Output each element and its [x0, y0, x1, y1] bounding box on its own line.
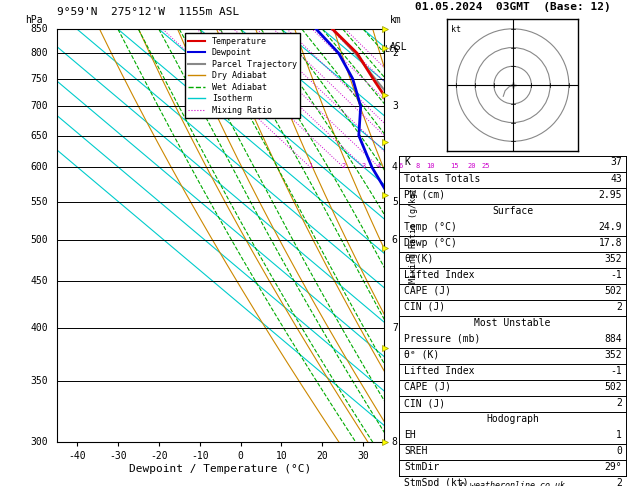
Text: CAPE (J): CAPE (J) [404, 286, 452, 296]
Text: Lifted Index: Lifted Index [404, 366, 475, 376]
Text: © weatheronline.co.uk: © weatheronline.co.uk [460, 481, 565, 486]
Text: 800: 800 [31, 48, 48, 58]
Text: 8: 8 [415, 163, 420, 169]
Text: CIN (J): CIN (J) [404, 302, 445, 312]
Text: θᵉ(K): θᵉ(K) [404, 254, 434, 264]
Text: Totals Totals: Totals Totals [404, 174, 481, 184]
Text: 4: 4 [392, 162, 398, 173]
Text: 502: 502 [604, 286, 622, 296]
Text: StmDir: StmDir [404, 462, 440, 472]
Text: 5: 5 [392, 197, 398, 207]
Text: 650: 650 [31, 131, 48, 140]
Text: 400: 400 [31, 323, 48, 333]
Text: 352: 352 [604, 350, 622, 360]
Text: 350: 350 [31, 376, 48, 386]
Text: Pressure (mb): Pressure (mb) [404, 334, 481, 344]
Text: 550: 550 [31, 197, 48, 207]
Text: 3: 3 [362, 163, 366, 169]
Text: -1: -1 [610, 366, 622, 376]
Text: 352: 352 [604, 254, 622, 264]
Text: 700: 700 [31, 101, 48, 111]
Text: 17.8: 17.8 [599, 238, 622, 248]
Text: 7: 7 [392, 323, 398, 333]
Text: 2: 2 [616, 478, 622, 486]
Text: 2.95: 2.95 [599, 190, 622, 200]
Text: 29°: 29° [604, 462, 622, 472]
Text: Surface: Surface [492, 206, 533, 216]
Text: LCL: LCL [384, 45, 399, 54]
Text: 2: 2 [392, 48, 398, 58]
Text: Dewp (°C): Dewp (°C) [404, 238, 457, 248]
Text: 6: 6 [399, 163, 403, 169]
Text: 600: 600 [31, 162, 48, 173]
Text: 0: 0 [616, 446, 622, 456]
Text: 25: 25 [482, 163, 490, 169]
Text: Most Unstable: Most Unstable [474, 318, 551, 328]
Text: Hodograph: Hodograph [486, 414, 539, 424]
Text: 300: 300 [31, 437, 48, 447]
Legend: Temperature, Dewpoint, Parcel Trajectory, Dry Adiabat, Wet Adiabat, Isotherm, Mi: Temperature, Dewpoint, Parcel Trajectory… [185, 34, 300, 118]
Text: θᵉ (K): θᵉ (K) [404, 350, 440, 360]
Text: 4: 4 [377, 163, 381, 169]
Text: 750: 750 [31, 74, 48, 84]
Text: CAPE (J): CAPE (J) [404, 382, 452, 392]
Text: 1: 1 [616, 430, 622, 440]
Text: -1: -1 [610, 270, 622, 280]
Text: 20: 20 [467, 163, 476, 169]
Text: 502: 502 [604, 382, 622, 392]
Text: PW (cm): PW (cm) [404, 190, 445, 200]
Text: 850: 850 [31, 24, 48, 34]
Text: 2: 2 [616, 302, 622, 312]
Text: Mixing Ratio (g/kg): Mixing Ratio (g/kg) [409, 188, 418, 283]
Text: 15: 15 [450, 163, 459, 169]
Text: 9°59'N  275°12'W  1155m ASL: 9°59'N 275°12'W 1155m ASL [57, 7, 239, 17]
Text: 1: 1 [308, 163, 313, 169]
Text: SREH: SREH [404, 446, 428, 456]
Text: 3: 3 [392, 101, 398, 111]
Text: 884: 884 [604, 334, 622, 344]
Text: 43: 43 [610, 174, 622, 184]
Text: K: K [404, 157, 410, 168]
Text: Temp (°C): Temp (°C) [404, 222, 457, 232]
Text: hPa: hPa [25, 15, 43, 25]
Text: 6: 6 [392, 235, 398, 244]
X-axis label: Dewpoint / Temperature (°C): Dewpoint / Temperature (°C) [129, 464, 311, 474]
Text: ASL: ASL [390, 42, 408, 52]
Text: km: km [390, 15, 402, 25]
Text: 2: 2 [616, 398, 622, 408]
Text: Lifted Index: Lifted Index [404, 270, 475, 280]
Text: StmSpd (kt): StmSpd (kt) [404, 478, 469, 486]
Text: 8: 8 [392, 437, 398, 447]
Text: 450: 450 [31, 277, 48, 286]
Text: 2: 2 [342, 163, 346, 169]
Text: 37: 37 [610, 157, 622, 168]
Text: 01.05.2024  03GMT  (Base: 12): 01.05.2024 03GMT (Base: 12) [415, 2, 611, 12]
Text: EH: EH [404, 430, 416, 440]
Text: kt: kt [451, 25, 461, 34]
Text: 24.9: 24.9 [599, 222, 622, 232]
Text: 10: 10 [426, 163, 435, 169]
Text: CIN (J): CIN (J) [404, 398, 445, 408]
Text: 500: 500 [31, 235, 48, 244]
